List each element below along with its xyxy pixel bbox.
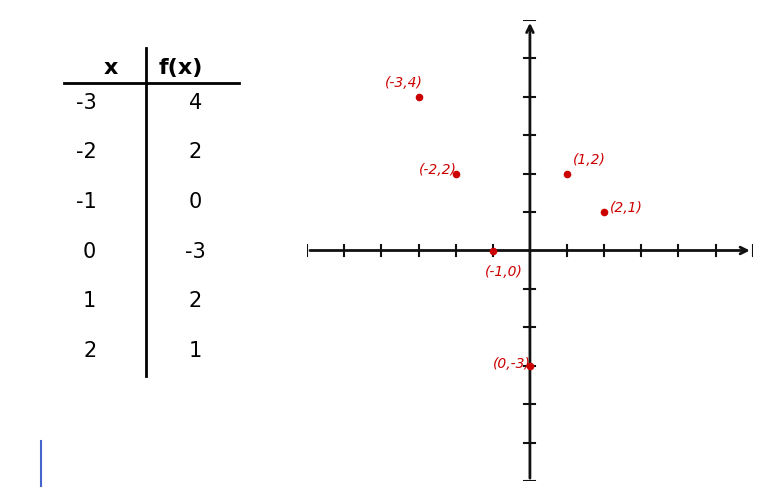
Text: x: x (104, 58, 118, 78)
Text: (-2,2): (-2,2) (419, 163, 456, 177)
Point (561, 170, 573, 178)
Text: 2: 2 (189, 291, 202, 311)
Text: -1: -1 (75, 192, 96, 212)
Text: 2: 2 (83, 341, 96, 361)
Point (524, 362, 536, 370)
Text: -2: -2 (75, 142, 96, 162)
Text: (0,-3): (0,-3) (493, 357, 531, 371)
Point (449, 170, 462, 178)
Text: 0: 0 (83, 241, 96, 262)
Text: (1,2): (1,2) (573, 153, 605, 167)
Text: (-3,4): (-3,4) (386, 77, 423, 90)
Text: f(x): f(x) (159, 58, 203, 78)
Point (412, 93, 425, 101)
Point (598, 208, 611, 216)
Text: 2: 2 (189, 142, 202, 162)
Text: 0: 0 (189, 192, 202, 212)
Text: -3: -3 (185, 241, 206, 262)
Text: (-1,0): (-1,0) (485, 265, 523, 279)
Text: (2,1): (2,1) (610, 201, 643, 215)
Text: 1: 1 (189, 341, 202, 361)
Text: 4: 4 (189, 93, 202, 113)
Text: -3: -3 (75, 93, 96, 113)
Text: 1: 1 (83, 291, 96, 311)
Point (487, 246, 499, 255)
